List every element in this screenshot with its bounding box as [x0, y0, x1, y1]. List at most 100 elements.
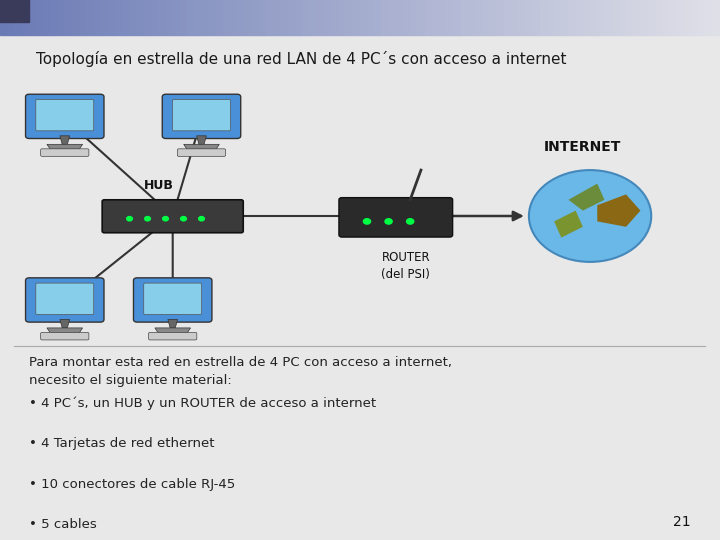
Bar	[295, 0, 302, 35]
Bar	[418, 0, 425, 35]
Bar	[569, 0, 576, 35]
Bar	[475, 0, 482, 35]
Text: • 5 cables: • 5 cables	[29, 518, 96, 531]
Text: 21: 21	[673, 515, 690, 529]
Bar	[446, 0, 454, 35]
Bar	[65, 0, 72, 35]
Circle shape	[181, 217, 186, 221]
Bar	[331, 0, 338, 35]
Bar	[122, 0, 130, 35]
Bar	[654, 0, 662, 35]
Bar	[504, 0, 511, 35]
Bar	[410, 0, 418, 35]
Bar	[216, 0, 223, 35]
Bar	[454, 0, 461, 35]
Bar	[29, 0, 36, 35]
Bar	[526, 0, 533, 35]
FancyBboxPatch shape	[40, 333, 89, 340]
Circle shape	[407, 219, 414, 224]
Bar	[86, 0, 94, 35]
Bar	[676, 0, 683, 35]
FancyBboxPatch shape	[36, 99, 94, 131]
Bar	[648, 0, 654, 35]
Text: • 4 PC´s, un HUB y un ROUTER de acceso a internet: • 4 PC´s, un HUB y un ROUTER de acceso a…	[29, 397, 376, 410]
Polygon shape	[60, 136, 70, 144]
Bar	[310, 0, 317, 35]
Text: HUB: HUB	[144, 179, 174, 192]
Bar	[173, 0, 180, 35]
Bar	[187, 0, 194, 35]
Bar	[259, 0, 266, 35]
Polygon shape	[60, 320, 70, 328]
Bar	[324, 0, 331, 35]
Circle shape	[127, 217, 132, 221]
Bar	[590, 0, 598, 35]
Bar	[209, 0, 216, 35]
Bar	[7, 0, 14, 35]
Bar	[490, 0, 497, 35]
Bar	[562, 0, 569, 35]
Bar	[58, 0, 65, 35]
Bar	[266, 0, 274, 35]
Polygon shape	[569, 184, 605, 211]
Text: ROUTER
(del PSI): ROUTER (del PSI)	[382, 251, 431, 281]
Bar	[194, 0, 202, 35]
Bar	[230, 0, 238, 35]
Bar	[137, 0, 144, 35]
Text: INTERNET: INTERNET	[544, 140, 621, 154]
Bar	[705, 0, 712, 35]
Bar	[108, 0, 115, 35]
Bar	[130, 0, 137, 35]
Bar	[605, 0, 612, 35]
Bar	[79, 0, 86, 35]
Bar	[432, 0, 439, 35]
Bar	[367, 0, 374, 35]
Circle shape	[163, 217, 168, 221]
Circle shape	[199, 217, 204, 221]
Text: Topología en estrella de una red LAN de 4 PC´s con acceso a internet: Topología en estrella de una red LAN de …	[36, 51, 567, 68]
Bar	[619, 0, 626, 35]
Circle shape	[364, 219, 371, 224]
Bar	[180, 0, 187, 35]
Bar	[612, 0, 619, 35]
Bar	[338, 0, 346, 35]
Bar	[461, 0, 468, 35]
FancyBboxPatch shape	[25, 94, 104, 138]
Bar	[518, 0, 526, 35]
Bar	[396, 0, 403, 35]
Bar	[626, 0, 634, 35]
Polygon shape	[47, 144, 83, 149]
Text: • 4 Tarjetas de red ethernet: • 4 Tarjetas de red ethernet	[29, 437, 215, 450]
Bar	[288, 0, 295, 35]
Bar	[698, 0, 705, 35]
Bar	[353, 0, 360, 35]
Bar	[0, 0, 7, 35]
Bar	[482, 0, 490, 35]
Polygon shape	[184, 144, 220, 149]
Bar	[360, 0, 367, 35]
Bar	[389, 0, 396, 35]
Bar	[374, 0, 382, 35]
FancyBboxPatch shape	[177, 149, 225, 157]
FancyBboxPatch shape	[25, 278, 104, 322]
Bar	[22, 0, 29, 35]
Bar	[497, 0, 504, 35]
Bar	[274, 0, 281, 35]
FancyBboxPatch shape	[36, 283, 94, 314]
Bar	[425, 0, 432, 35]
FancyBboxPatch shape	[162, 94, 240, 138]
FancyBboxPatch shape	[133, 278, 212, 322]
Bar	[245, 0, 252, 35]
Bar	[151, 0, 158, 35]
Bar	[317, 0, 324, 35]
Bar	[662, 0, 669, 35]
Circle shape	[145, 217, 150, 221]
Bar	[281, 0, 288, 35]
Text: Para montar esta red en estrella de 4 PC con acceso a internet,
necesito el sigu: Para montar esta red en estrella de 4 PC…	[29, 356, 451, 387]
Bar	[439, 0, 446, 35]
Bar	[540, 0, 547, 35]
Bar	[346, 0, 353, 35]
Bar	[302, 0, 310, 35]
Bar	[36, 0, 43, 35]
FancyBboxPatch shape	[148, 333, 197, 340]
